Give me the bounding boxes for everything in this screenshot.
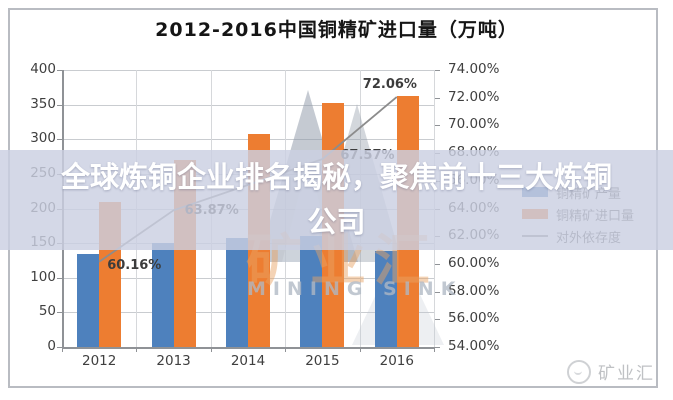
right-axis-tick: 72.00% <box>448 88 500 105</box>
right-axis-tickmark <box>435 263 440 265</box>
left-axis-tickmark <box>57 139 62 141</box>
left-axis-tick: 350 <box>30 95 56 112</box>
right-axis-tick: 74.00% <box>448 61 500 77</box>
x-axis-tickmark <box>210 347 212 352</box>
right-axis-tickmark <box>435 291 440 293</box>
x-axis-tickmark <box>285 347 287 352</box>
corner-logo-text: 矿业汇 <box>598 364 655 384</box>
x-axis-tickmark <box>359 347 361 352</box>
production-bar-2012 <box>77 253 100 347</box>
gridline <box>62 70 434 71</box>
x-axis-label-2016: 2016 <box>379 353 414 369</box>
miner-face-icon <box>567 359 591 384</box>
production-bar-2016 <box>374 251 397 347</box>
right-axis-tick: 58.00% <box>448 282 500 299</box>
right-axis-tick: 60.00% <box>448 254 500 271</box>
x-axis-label-2015: 2015 <box>305 353 340 369</box>
left-axis-tickmark <box>57 104 62 106</box>
production-bar-2014 <box>226 237 248 347</box>
x-axis-tickmark <box>136 347 138 352</box>
line-point-label-2012: 60.16% <box>107 257 162 273</box>
right-axis-tickmark <box>435 125 440 127</box>
line-point-label-2016: 72.06% <box>362 76 417 92</box>
right-axis-tick: 70.00% <box>448 116 500 133</box>
right-axis-tick: 54.00% <box>448 338 500 354</box>
left-axis-tickmark <box>57 277 62 279</box>
production-bar-2013 <box>151 243 174 347</box>
right-axis-tickmark <box>435 70 440 71</box>
right-axis-tickmark <box>435 97 440 99</box>
left-axis-tick: 0 <box>47 338 56 354</box>
x-axis-label-2012: 2012 <box>82 353 117 369</box>
left-axis-tick: 100 <box>30 268 56 285</box>
chart-title: 2012-2016中国铜精矿进口量（万吨） <box>155 19 518 41</box>
left-axis-tickmark <box>57 312 62 314</box>
right-axis-tick: 56.00% <box>448 310 500 327</box>
headline-overlay: 全球炼铜企业排名揭秘，聚焦前十三大炼铜公司 <box>0 150 673 250</box>
headline-text: 全球炼铜企业排名揭秘，聚焦前十三大炼铜公司 <box>60 160 612 239</box>
corner-logo: 矿业汇 <box>567 359 655 384</box>
x-axis-tickmark <box>62 347 63 352</box>
right-axis-tickmark <box>435 319 440 321</box>
left-axis-tickmark <box>57 347 62 348</box>
production-bar-2015 <box>300 236 323 347</box>
right-axis-tickmark <box>435 347 440 348</box>
watermark-en-text: MINING SINK <box>247 278 463 300</box>
left-axis-tick: 400 <box>30 61 56 77</box>
left-axis-tick: 50 <box>38 303 56 320</box>
left-axis-tickmark <box>57 70 62 71</box>
x-axis-label-2014: 2014 <box>230 353 266 369</box>
x-axis-tickmark <box>434 347 435 352</box>
x-axis-line <box>62 347 435 349</box>
x-axis-label-2013: 2013 <box>156 353 191 369</box>
gridline <box>62 104 434 106</box>
left-axis-tick: 300 <box>30 130 56 147</box>
